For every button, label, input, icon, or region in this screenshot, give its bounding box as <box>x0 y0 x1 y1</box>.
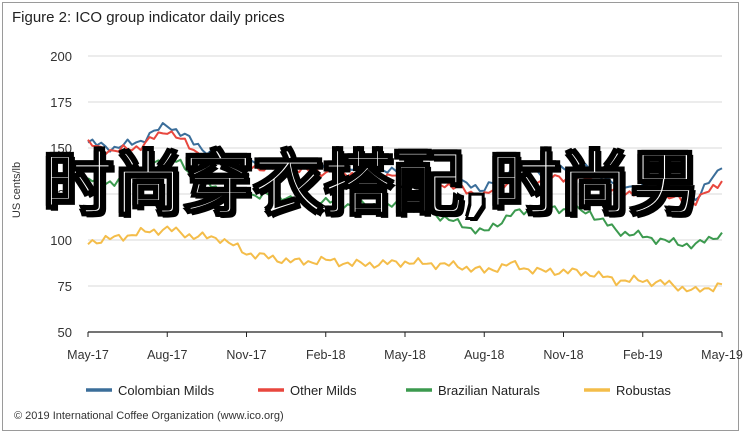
x-tick-label: Aug-17 <box>147 348 187 362</box>
y-axis-label: US cents/lb <box>11 162 23 218</box>
x-tick-label: Feb-18 <box>306 348 346 362</box>
series-line-colombian-milds <box>87 122 723 201</box>
chart-credit: © 2019 International Coffee Organization… <box>14 410 284 422</box>
y-tick-label: 50 <box>58 325 72 340</box>
legend-label: Robustas <box>616 383 671 398</box>
x-tick-label: May-18 <box>384 348 426 362</box>
y-tick-label: 200 <box>50 49 72 64</box>
x-tick-label: Nov-18 <box>543 348 583 362</box>
y-tick-label: 150 <box>50 141 72 156</box>
x-tick-label: Nov-17 <box>226 348 266 362</box>
legend-label: Colombian Milds <box>118 383 215 398</box>
x-tick-label: May-19 <box>701 348 743 362</box>
x-tick-label: May-17 <box>67 348 109 362</box>
y-tick-label: 75 <box>58 279 72 294</box>
x-tick-label: Feb-19 <box>623 348 663 362</box>
chart-title: Figure 2: ICO group indicator daily pric… <box>12 9 285 26</box>
y-tick-label: 125 <box>50 187 72 202</box>
chart-frame <box>2 2 739 431</box>
legend-label: Other Milds <box>290 383 357 398</box>
y-tick-label: 175 <box>50 95 72 110</box>
series-line-other-milds <box>87 130 723 207</box>
legend-label: Brazilian Naturals <box>438 383 540 398</box>
x-tick-label: Aug-18 <box>464 348 504 362</box>
series-line-brazilian-naturals <box>87 153 723 250</box>
y-tick-label: 100 <box>50 233 72 248</box>
series-line-robustas <box>87 225 723 293</box>
